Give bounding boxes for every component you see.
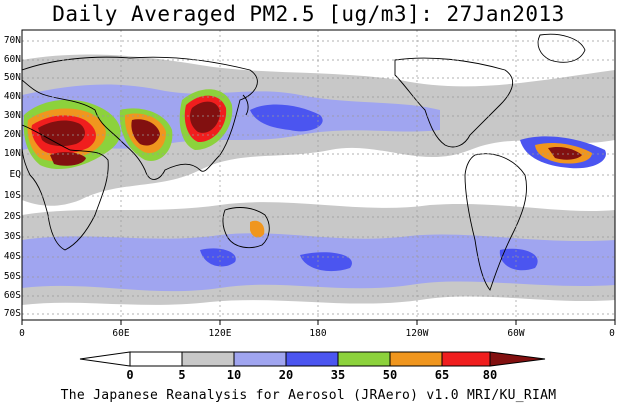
coastline-australia xyxy=(222,207,270,249)
pm25-blob-20-35-atl xyxy=(499,248,538,271)
lon-label-120e: 120E xyxy=(208,328,232,339)
coastline-north-america xyxy=(394,57,514,148)
lon-label-0-right: 0 xyxy=(609,328,615,339)
lat-label-50n: 50N xyxy=(3,72,21,83)
lat-label-20s: 20S xyxy=(3,211,21,222)
lon-label-60w: 60W xyxy=(507,328,525,339)
lat-label-20n: 20N xyxy=(3,129,21,140)
coastlines xyxy=(22,33,586,291)
lat-label-eq: EQ xyxy=(9,169,21,180)
lon-label-180: 180 xyxy=(309,328,327,339)
lat-label-30s: 30S xyxy=(3,231,21,242)
colorbar-bin-0-5 xyxy=(129,351,183,367)
colorbar-bin-10-20 xyxy=(233,351,287,367)
colorbar-label-50: 50 xyxy=(382,368,398,382)
lat-label-10n: 10N xyxy=(3,148,21,159)
lat-label-70s: 70S xyxy=(3,308,21,319)
pm25-field xyxy=(22,54,615,305)
lat-label-60s: 60S xyxy=(3,290,21,301)
colorbar-label-65: 65 xyxy=(434,368,450,382)
colorbar-label-10: 10 xyxy=(226,368,242,382)
lat-label-60n: 60N xyxy=(3,54,21,65)
pm25-blob-20-35-pacific xyxy=(250,104,323,132)
pm25-blob-80-sahel xyxy=(50,152,86,166)
pm25-blob-80-caribbean xyxy=(548,146,582,160)
lon-label-60e: 60E xyxy=(112,328,130,339)
colorbar-bin-20-35 xyxy=(285,351,339,367)
axis-ticks xyxy=(21,320,616,325)
pm25-blob-80-india xyxy=(131,119,160,146)
pm25-blob-20-35-south xyxy=(200,248,236,267)
colorbar-label-20: 20 xyxy=(278,368,294,382)
lat-label-50s: 50S xyxy=(3,271,21,282)
colorbar-label-80: 80 xyxy=(482,368,498,382)
coastline-south-america xyxy=(464,153,527,291)
lat-label-40s: 40S xyxy=(3,251,21,262)
colorbar-bin-65-80 xyxy=(441,351,491,367)
lon-label-0-left: 0 xyxy=(19,328,25,339)
pm25-blob-50-65-australia xyxy=(250,220,265,238)
lat-label-30n: 30N xyxy=(3,110,21,121)
lat-label-10s: 10S xyxy=(3,190,21,201)
map-title: Daily Averaged PM2.5 [ug/m3]: 27Jan2013 xyxy=(52,2,565,26)
colorbar-bin-35-50 xyxy=(337,351,391,367)
colorbar-bin-5-10 xyxy=(181,351,235,367)
colorbar-arrow-low xyxy=(79,351,131,367)
colorbar-label-35: 35 xyxy=(330,368,346,382)
lon-label-120w: 120W xyxy=(405,328,429,339)
colorbar xyxy=(79,351,546,367)
coastline-japan xyxy=(242,94,249,116)
colorbar-bin-50-65 xyxy=(389,351,443,367)
pm25-blob-80-africa xyxy=(38,120,85,147)
footer-credit: The Japanese Reanalysis for Aerosol (JRA… xyxy=(60,388,557,403)
colorbar-label-0: 0 xyxy=(126,368,134,382)
gridlines xyxy=(22,30,615,320)
colorbar-label-5: 5 xyxy=(178,368,186,382)
coastline-africa xyxy=(22,124,109,251)
coastline-eurasia xyxy=(22,56,258,180)
lat-label-70n: 70N xyxy=(3,35,21,46)
coastline-greenland xyxy=(537,33,586,63)
pm25-blob-80-china xyxy=(190,101,220,133)
colorbar-arrow-high xyxy=(489,351,546,367)
lat-label-40n: 40N xyxy=(3,91,21,102)
